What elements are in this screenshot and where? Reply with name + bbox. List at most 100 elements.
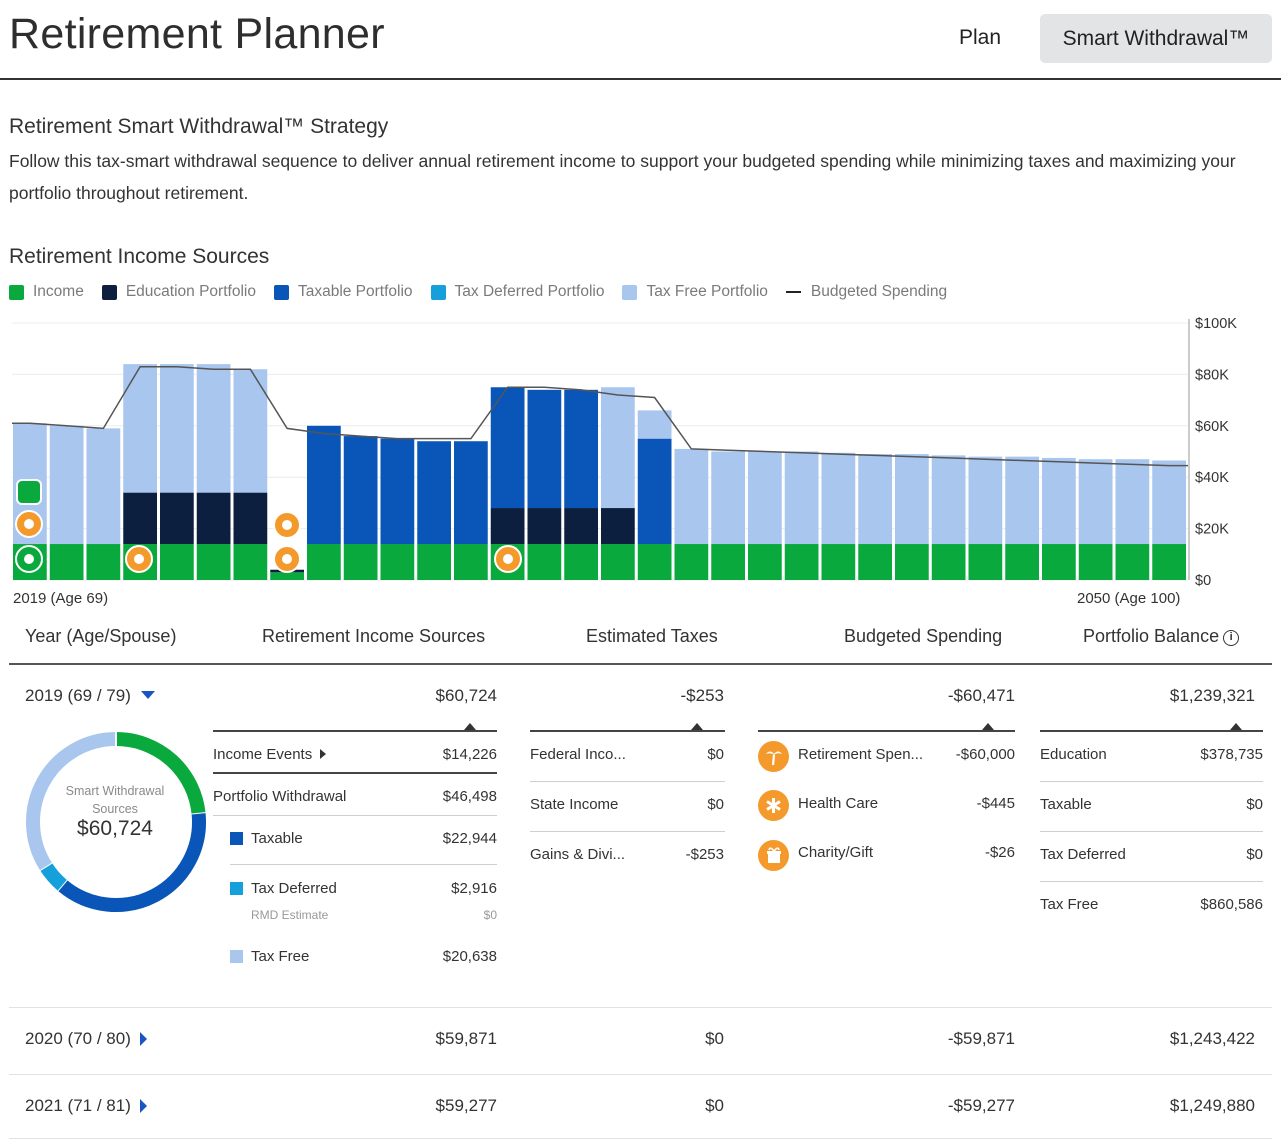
bar-segment-tax-free-portfolio <box>86 428 121 545</box>
palm-tree-icon <box>758 741 789 772</box>
caret-down-icon[interactable] <box>140 691 155 699</box>
income-sources-chart: $100K $80K $60K $40K $20K $0 <box>12 316 1237 589</box>
federal-income-label: Federal Inco... <box>530 746 626 763</box>
health-care-value: -$445 <box>976 795 1015 812</box>
medical-glyph <box>766 798 781 813</box>
caret-right-icon[interactable] <box>139 1032 147 1046</box>
bar-segment-income <box>858 544 892 580</box>
bar-segment-education-portfolio <box>564 508 598 545</box>
bar-segment-taxable-portfolio <box>307 425 341 545</box>
legend-item-education[interactable]: Education Portfolio <box>101 283 256 301</box>
column-header-spending[interactable]: Budgeted Spending <box>844 626 1003 646</box>
nav-smart-withdrawal-tab[interactable]: Smart Withdrawal™ <box>1040 14 1272 63</box>
y-tick-label: $100K <box>1195 316 1237 332</box>
education-event-icon-glyph <box>503 554 513 564</box>
row-2021-balance: $1,249,880 <box>1169 1096 1255 1115</box>
legend-label: Income <box>33 283 84 300</box>
balance-taxable-label: Taxable <box>1040 796 1092 813</box>
legend-item-income[interactable]: Income <box>9 283 84 301</box>
column-header-balance[interactable]: Portfolio Balance i <box>1083 626 1240 647</box>
travel-event-icon-glyph <box>282 554 292 564</box>
row-2019-sources: $60,724 <box>435 686 497 705</box>
bar-segment-tax-free-portfolio <box>674 448 709 545</box>
divider <box>1040 831 1263 832</box>
bar-segment-tax-free-portfolio <box>1005 456 1039 545</box>
bar-segment-taxable-portfolio <box>637 438 672 545</box>
divider <box>1040 730 1263 732</box>
row-2019-spending: -$60,471 <box>947 686 1015 705</box>
info-icon[interactable]: i <box>1223 630 1240 646</box>
legend-item-tax-free[interactable]: Tax Free Portfolio <box>622 283 768 301</box>
bar-segment-tax-free-portfolio <box>1115 459 1150 545</box>
row-divider <box>9 1007 1272 1008</box>
app-header: Retirement Planner Plan Smart Withdrawal… <box>0 0 1281 80</box>
row-year-label: 2020 (70 / 80) <box>25 1029 131 1048</box>
donut-segment-tax-free <box>26 732 117 871</box>
donut-label-line1: Smart Withdrawal <box>65 784 165 798</box>
pointer-notch <box>464 723 476 730</box>
legend-item-budgeted-spending[interactable]: Budgeted Spending <box>785 283 947 301</box>
health-care-label: Health Care <box>798 795 879 812</box>
bar-segment-income <box>1115 544 1150 580</box>
chart-legend: Income Education Portfolio Taxable Portf… <box>9 281 965 303</box>
legend-item-taxable[interactable]: Taxable Portfolio <box>273 283 413 301</box>
bar-segment-income <box>1152 544 1186 580</box>
bar-segment-taxable-portfolio <box>343 436 378 545</box>
retirement-spending-value: -$60,000 <box>955 746 1015 763</box>
legend-label: Tax Deferred Portfolio <box>454 283 605 300</box>
bar-segment-income <box>564 544 598 580</box>
divider <box>230 864 497 865</box>
row-divider <box>9 1138 1272 1139</box>
bar-segment-income <box>968 544 1003 580</box>
row-2020-year[interactable]: 2020 (70 / 80) <box>25 1029 147 1049</box>
y-tick-label: $40K <box>1195 470 1229 486</box>
bar-segment-income <box>343 544 378 580</box>
bar-segment-income <box>160 544 194 580</box>
legend-label: Taxable Portfolio <box>297 283 413 300</box>
balance-tax-free-value: $860,586 <box>1200 896 1263 913</box>
balance-tax-free-label: Tax Free <box>1040 896 1099 913</box>
gains-dividends-value: -$253 <box>685 846 724 863</box>
bar-segment-taxable-portfolio <box>564 389 598 509</box>
row-2021-spending: -$59,277 <box>947 1096 1015 1115</box>
column-header-taxes[interactable]: Estimated Taxes <box>586 626 718 646</box>
pointer-notch <box>1230 723 1242 730</box>
portfolio-withdrawal-label: Portfolio Withdrawal <box>213 788 347 805</box>
bar-segment-tax-free-portfolio <box>858 454 892 545</box>
row-2021-sources: $59,277 <box>435 1096 497 1115</box>
row-2020-taxes: $0 <box>705 1029 724 1048</box>
bar-segment-income <box>86 544 121 580</box>
balance-tax-deferred-value: $0 <box>1246 846 1263 863</box>
balance-tax-deferred-label: Tax Deferred <box>1040 846 1126 863</box>
taxable-swatch <box>230 832 243 845</box>
bar-segment-tax-free-portfolio <box>821 452 856 545</box>
divider <box>213 730 497 732</box>
bar-segment-tax-free-portfolio <box>895 454 929 545</box>
nav-plan-tab[interactable]: Plan <box>958 26 1002 49</box>
caret-right-icon[interactable] <box>139 1099 147 1113</box>
bar-segment-education-portfolio <box>233 492 268 545</box>
social-security-icon-glyph <box>24 554 34 564</box>
retirement-spending-label: Retirement Spen... <box>798 746 924 763</box>
bar-segment-education-portfolio <box>601 508 635 545</box>
tax-deferred-swatch <box>230 882 243 895</box>
charity-gift-value: -$26 <box>984 844 1015 861</box>
column-header-year[interactable]: Year (Age/Spouse) <box>25 626 177 646</box>
bar-segment-income <box>233 544 268 580</box>
legend-item-tax-deferred[interactable]: Tax Deferred Portfolio <box>430 283 605 301</box>
tax-free-swatch <box>230 950 243 963</box>
caret-right-icon[interactable] <box>320 749 327 759</box>
bar-segment-education-portfolio <box>160 492 194 545</box>
donut-segment-income <box>115 732 206 815</box>
row-year-label: 2021 (71 / 81) <box>25 1096 131 1115</box>
bar-segment-tax-free-portfolio <box>931 455 966 545</box>
column-header-sources[interactable]: Retirement Income Sources <box>262 626 486 646</box>
row-year-label: 2019 (69 / 79) <box>25 686 131 705</box>
row-2019-year[interactable]: 2019 (69 / 79) <box>25 686 155 706</box>
charity-gift-label: Charity/Gift <box>798 844 874 861</box>
row-2021-year[interactable]: 2021 (71 / 81) <box>25 1096 147 1116</box>
rmd-estimate-label: RMD Estimate <box>251 908 329 922</box>
income-events-toggle[interactable]: Income Events <box>213 746 327 763</box>
budgeted-spending-line <box>12 365 1188 467</box>
state-income-value: $0 <box>707 796 724 813</box>
